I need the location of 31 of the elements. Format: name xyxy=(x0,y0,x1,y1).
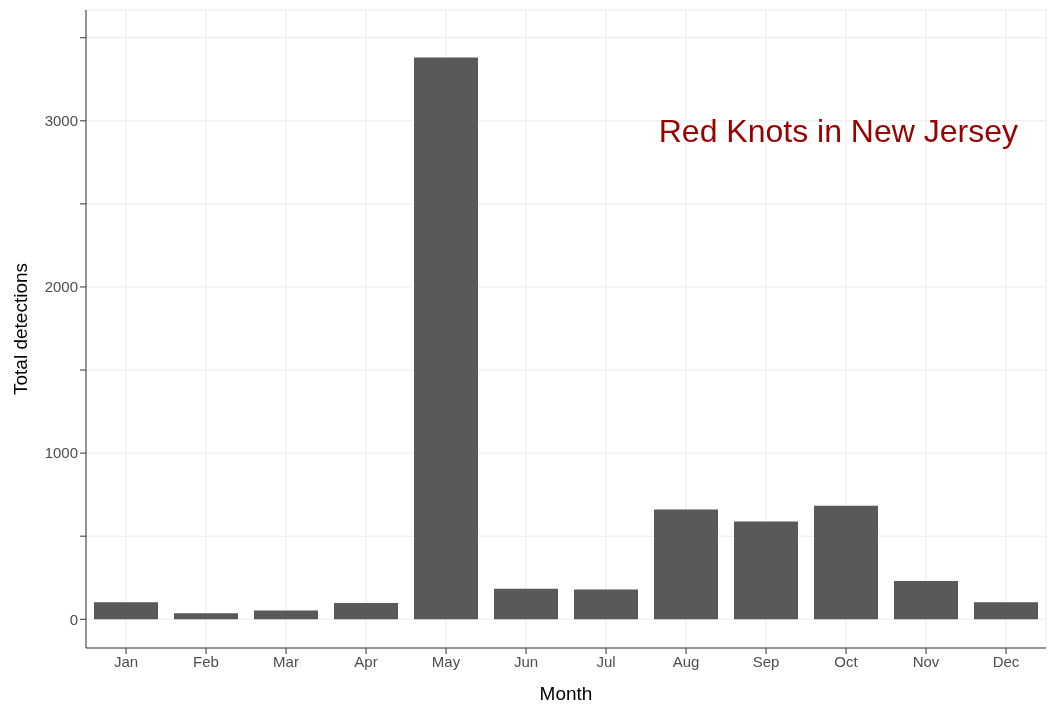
x-tick-label: Oct xyxy=(834,652,859,670)
bar xyxy=(654,509,718,620)
bar xyxy=(894,580,958,620)
bar xyxy=(974,602,1038,620)
x-tick-label: Mar xyxy=(273,652,299,670)
bar xyxy=(94,602,158,620)
bar xyxy=(574,589,638,620)
y-tick-label: 1000 xyxy=(44,444,78,462)
text: Red Knots in New Jersey xyxy=(658,113,1018,150)
x-tick-label: Sep xyxy=(752,652,780,670)
y-tick-label: 0 xyxy=(69,610,78,628)
x-tick-label: Jun xyxy=(513,652,539,670)
x-tick-label: Jul xyxy=(596,652,616,670)
bar xyxy=(334,602,398,620)
x-tick-label: Aug xyxy=(672,652,700,670)
x-tick-label: Jan xyxy=(113,652,139,670)
y-tick-label: 3000 xyxy=(44,112,78,130)
y-tick-label: 2000 xyxy=(44,278,78,296)
x-tick-label: Apr xyxy=(354,652,378,670)
x-tick-label: Dec xyxy=(992,652,1020,670)
bar xyxy=(494,588,558,620)
bar xyxy=(414,57,478,620)
x-tick-label: Feb xyxy=(193,652,219,670)
bar xyxy=(814,505,878,620)
x-tick-label: May xyxy=(431,652,461,670)
x-tick-label: Nov xyxy=(912,652,940,670)
y-axis-title: Total detections xyxy=(9,262,31,396)
x-axis-title: Month xyxy=(539,683,593,704)
bar xyxy=(174,613,238,620)
bar xyxy=(254,610,318,620)
bar xyxy=(734,521,798,620)
